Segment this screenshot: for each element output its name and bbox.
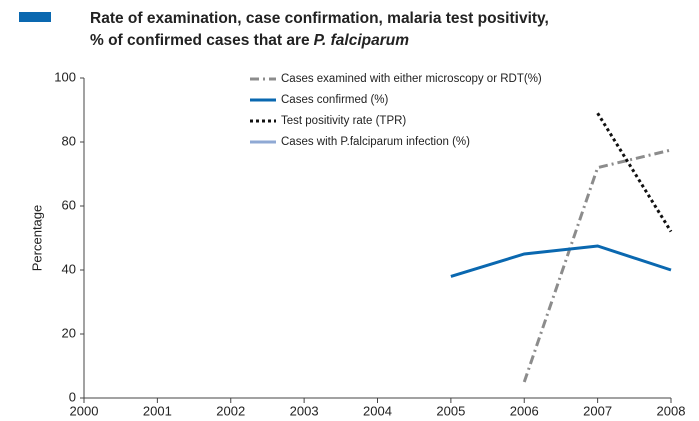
legend-label: Cases with P.falciparum infection (%) — [281, 136, 470, 148]
series-line — [450, 244, 672, 278]
x-tick-label: 2003 — [290, 403, 319, 418]
x-tick-label: 2007 — [583, 403, 612, 418]
y-tick-label: 40 — [62, 261, 76, 276]
title-marker — [19, 12, 51, 22]
chart-title: % of confirmed cases that are P. falcipar… — [90, 32, 409, 49]
chart-title: Rate of examination, case confirmation, … — [90, 10, 549, 27]
legend-label: Test positivity rate (TPR) — [281, 115, 406, 127]
x-tick-label: 2004 — [363, 403, 392, 418]
y-tick-label: 60 — [62, 197, 76, 212]
x-tick-label: 2001 — [143, 403, 172, 418]
chart-title: P. falciparum — [314, 32, 410, 49]
chart-title: % of confirmed cases that are — [90, 32, 310, 49]
y-axis-label: Percentage — [29, 205, 44, 272]
x-tick-label: 2002 — [216, 403, 245, 418]
y-tick-label: 100 — [54, 69, 76, 84]
y-tick-label: 80 — [62, 133, 76, 148]
x-tick-label: 2008 — [657, 403, 686, 418]
y-tick-label: 20 — [62, 325, 76, 340]
x-tick-label: 2005 — [436, 403, 465, 418]
y-tick-label: 0 — [69, 389, 76, 404]
legend-label: Cases confirmed (%) — [281, 94, 389, 106]
series-line — [596, 112, 673, 233]
x-tick-label: 2000 — [70, 403, 99, 418]
x-tick-label: 2006 — [510, 403, 539, 418]
legend-label: Cases examined with either microscopy or… — [281, 73, 542, 85]
series-line — [522, 148, 672, 383]
